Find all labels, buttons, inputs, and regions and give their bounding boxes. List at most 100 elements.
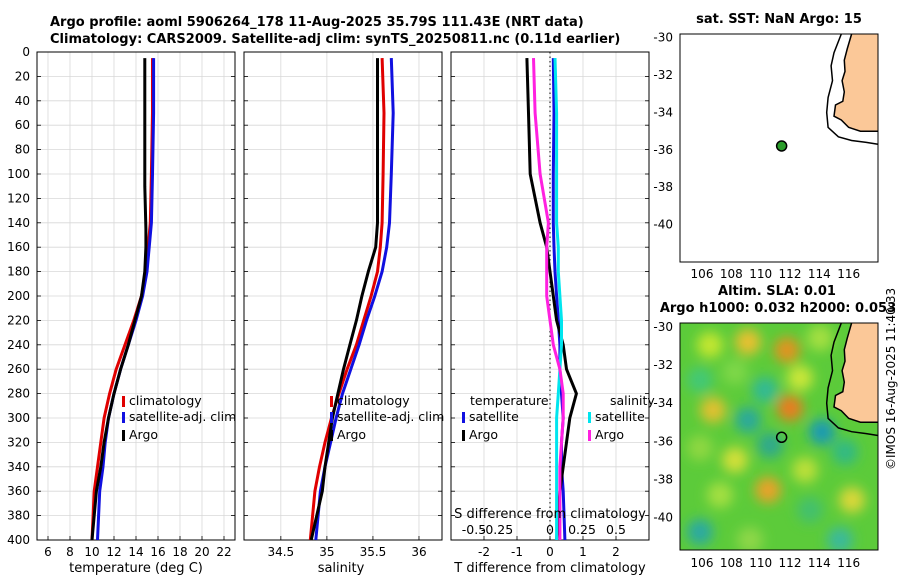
sla-anomaly-blob: [809, 419, 835, 445]
depth-tick-label: 360: [7, 484, 30, 498]
sla-anomaly-blob: [839, 487, 865, 513]
sla-anomaly-blob: [774, 337, 800, 363]
legend-temperature-title: temperature: [470, 393, 549, 408]
sst-map-panel: [679, 33, 879, 263]
depth-tick-label: 240: [7, 338, 30, 352]
temperature-tick-label: 16: [150, 545, 165, 559]
sla-anomaly-blob: [722, 359, 748, 385]
sla-anomaly-blob: [807, 325, 833, 351]
depth-tick-label: 120: [7, 191, 30, 205]
figure-title-line1: Argo profile: aoml 5906264_178 11-Aug-20…: [50, 15, 584, 30]
sdiff-tick-label: 0.25: [568, 522, 596, 537]
argo-position-marker: [775, 140, 788, 152]
sla-lat-tick: -32: [653, 358, 673, 372]
isobath-contour: [825, 33, 879, 146]
sla-anomaly-blob: [787, 365, 813, 391]
depth-tick-label: 260: [7, 362, 30, 376]
sla-anomaly-blob: [722, 447, 748, 473]
sla-lon-tick: 114: [808, 556, 831, 570]
sst-lat-tick: -38: [653, 180, 673, 194]
series-argo: [309, 58, 379, 541]
sla-anomaly-blob: [687, 367, 713, 393]
coastline-2: [833, 323, 878, 423]
salinity-plot-border: [243, 51, 443, 541]
sla-anomaly-blob: [700, 397, 726, 423]
depth-tick-label: 140: [7, 216, 30, 230]
depth-tick-label: 400: [7, 533, 30, 547]
temperature-tick-label: 22: [216, 545, 231, 559]
salinity-tick-label: 36: [411, 545, 426, 559]
legend-climatology-2-swatch: [330, 396, 333, 407]
temperature-tick-label: 18: [172, 545, 187, 559]
sdiff-tick-label: -0.25: [481, 522, 513, 537]
series-temperature-argo: [525, 58, 578, 541]
temperature-tick-label: 20: [194, 545, 209, 559]
salinity-tick-label: 34.5: [267, 545, 294, 559]
sla-anomaly-blob: [687, 519, 713, 545]
sdiff-tick-label: 0: [546, 522, 554, 537]
temperature-tick-label: 10: [84, 545, 99, 559]
panel-difference: [450, 51, 650, 541]
sla-anomaly-blob: [707, 482, 733, 508]
tdiff-tick-label: 1: [579, 545, 587, 559]
legend-satellite-clim-2-swatch: [330, 412, 333, 423]
sla-anomaly-blob: [737, 527, 763, 550]
sla-lat-tick: -34: [653, 396, 673, 410]
depth-tick-label: 200: [7, 289, 30, 303]
legend-salinity-title: salinity: [610, 393, 655, 408]
legend-climatology-2: climatology: [337, 393, 410, 408]
sdiff-tick-label: -0.5: [462, 522, 486, 537]
depth-tick-label: 300: [7, 411, 30, 425]
depth-tick-label: 160: [7, 240, 30, 254]
panel-salinity: [243, 51, 443, 541]
legend-climatology-swatch: [122, 396, 125, 407]
sst-lon-tick: 116: [837, 267, 860, 281]
depth-tick-label: 280: [7, 387, 30, 401]
isobath-contour-2: [825, 323, 878, 437]
sla-lon-tick: 110: [749, 556, 772, 570]
legend-s-argo: Argo: [595, 427, 624, 442]
sla-anomaly-blob: [757, 432, 783, 458]
legend-satellite-clim-swatch: [122, 412, 125, 423]
legend-t-satellite: satellite: [469, 409, 519, 424]
sst-map-frame: [679, 33, 879, 263]
legend-argo-swatch: [122, 430, 125, 441]
depth-tick-label: 220: [7, 313, 30, 327]
legend-satellite-clim-2: satellite-adj. clim: [337, 409, 444, 424]
sla-map-panel: [680, 323, 878, 550]
temperature-tick-label: 8: [66, 545, 74, 559]
sla-anomaly-blob: [827, 527, 853, 550]
coastline: [833, 33, 878, 132]
sdiff-axis-label: S difference from climatology: [454, 507, 646, 522]
sst-lon-tick: 110: [749, 267, 772, 281]
sst-lat-tick: -40: [653, 218, 673, 232]
depth-tick-label: 20: [15, 69, 30, 83]
legend-climatology: climatology: [129, 393, 202, 408]
depth-tick-label: 0: [22, 45, 30, 59]
sla-lat-tick: -36: [653, 434, 673, 448]
sla-lat-tick: -30: [653, 320, 673, 334]
temperature-tick-label: 14: [128, 545, 143, 559]
legend-t-argo-swatch: [462, 430, 465, 441]
legend-argo: Argo: [129, 427, 158, 442]
tdiff-tick-label: -2: [478, 545, 490, 559]
sla-lon-tick: 112: [779, 556, 802, 570]
sla-lat-tick: -40: [653, 511, 673, 525]
series-climatology: [308, 58, 386, 541]
sla-anomaly-blob: [797, 497, 823, 523]
sst-lat-tick: -36: [653, 143, 673, 157]
tdiff-tick-label: -1: [511, 545, 523, 559]
panel-temperature: [36, 51, 236, 541]
sst-lat-tick: -30: [653, 31, 673, 45]
salinity-axis-label: salinity: [318, 561, 365, 576]
legend-t-satellite-swatch: [462, 412, 465, 423]
legend-satellite-clim: satellite-adj. clim: [129, 409, 236, 424]
legend-s-satellite: satellite: [595, 409, 645, 424]
sst-lat-tick: -34: [653, 105, 673, 119]
sst-lon-tick: 106: [691, 267, 714, 281]
sla-map-frame: [679, 322, 879, 551]
argo-position-marker-2: [775, 431, 788, 444]
sla-anomaly-blob: [735, 407, 761, 433]
sst-lon-tick: 112: [779, 267, 802, 281]
